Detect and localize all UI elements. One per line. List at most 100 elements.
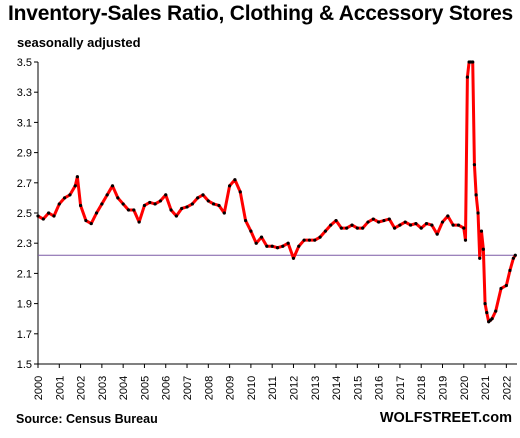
data-point (243, 218, 248, 223)
chart-axes: 1.5 1.7 1.9 2.1 2.3 2.5 2.7 2.9 3.1 3.3 3.5 2000 200… (17, 57, 517, 400)
data-point (148, 200, 152, 205)
data-point (377, 220, 381, 224)
y-tick-label: 3.3 (17, 87, 32, 99)
plot-area (36, 60, 517, 324)
data-point (494, 309, 498, 313)
data-point (270, 244, 274, 248)
x-tick-label: 2021 (480, 376, 492, 400)
data-point (323, 229, 327, 233)
data-point (180, 206, 184, 211)
y-tick-label: 2.7 (17, 178, 32, 190)
data-point (471, 60, 475, 64)
y-tick-label: 1.7 (17, 329, 32, 341)
x-tick-label: 2008 (203, 376, 215, 400)
data-point (479, 229, 484, 233)
data-point (164, 193, 168, 197)
data-point (387, 217, 391, 221)
data-point (419, 226, 423, 230)
data-point (73, 184, 77, 188)
data-point (142, 203, 147, 208)
data-point (504, 283, 508, 288)
data-point (465, 75, 469, 79)
y-tick-label: 2.3 (17, 238, 32, 250)
data-point (259, 235, 264, 239)
data-point (371, 217, 375, 221)
data-point (435, 232, 439, 236)
data-point (463, 238, 468, 242)
data-point (169, 208, 173, 212)
data-point (89, 221, 93, 226)
data-point (201, 193, 205, 197)
data-point (456, 223, 461, 227)
data-point (105, 193, 109, 197)
data-point (281, 244, 285, 248)
y-tick-label: 2.1 (17, 268, 32, 280)
x-tick-label: 2002 (76, 376, 88, 400)
y-tick-label: 1.5 (17, 359, 32, 371)
data-point (275, 246, 280, 250)
x-tick-label: 2006 (161, 376, 173, 400)
x-tick-label: 2014 (331, 376, 343, 400)
data-point (297, 244, 301, 248)
data-point (481, 247, 485, 251)
data-point (36, 214, 40, 218)
data-point (451, 223, 455, 227)
data-point (212, 202, 216, 206)
data-point (63, 196, 67, 200)
x-tick-label: 2000 (33, 376, 45, 400)
data-point (318, 235, 322, 239)
data-point (334, 218, 338, 223)
data-point (190, 202, 194, 206)
data-point (41, 217, 45, 221)
data-point (228, 184, 232, 188)
x-tick-label: 2009 (225, 376, 237, 400)
data-point (116, 196, 120, 200)
data-point (339, 226, 343, 230)
x-tick-label: 2017 (395, 376, 407, 400)
data-point (121, 202, 125, 206)
data-point (68, 193, 72, 197)
data-point (110, 184, 115, 188)
x-tick-label: 2011 (267, 376, 279, 400)
data-point (474, 193, 478, 197)
x-tick-label: 2019 (437, 376, 449, 400)
data-point (424, 221, 429, 226)
data-point (355, 226, 359, 230)
data-point (440, 220, 445, 224)
data-point (206, 199, 210, 203)
y-tick-label: 2.9 (17, 148, 32, 160)
data-point (222, 211, 226, 215)
x-tick-label: 2015 (352, 376, 364, 400)
data-point (382, 218, 386, 223)
data-point (483, 302, 487, 306)
data-point (478, 256, 482, 260)
data-point (414, 221, 418, 226)
data-point (513, 253, 517, 257)
y-tick-label: 3.5 (17, 57, 32, 69)
data-point (499, 286, 503, 291)
x-tick-label: 2003 (97, 376, 109, 400)
x-tick-label: 2013 (310, 376, 322, 400)
data-point (446, 214, 450, 218)
data-point (361, 226, 365, 230)
data-point (313, 238, 317, 242)
data-point (307, 238, 312, 242)
x-tick-label: 2005 (139, 376, 151, 400)
data-point (302, 238, 306, 242)
data-point (153, 202, 157, 206)
data-point (78, 203, 83, 208)
x-tick-label: 2004 (118, 376, 130, 400)
data-point (132, 208, 136, 212)
data-point (100, 202, 104, 206)
data-point (249, 229, 253, 233)
data-point (472, 163, 477, 167)
data-point (57, 202, 61, 206)
data-point (233, 178, 237, 182)
data-point (185, 205, 189, 209)
y-tick-label: 3.1 (17, 117, 32, 129)
data-point (52, 214, 56, 218)
x-tick-label: 2022 (501, 376, 513, 400)
data-point (403, 220, 407, 224)
data-point (408, 223, 413, 227)
data-point (126, 208, 131, 212)
